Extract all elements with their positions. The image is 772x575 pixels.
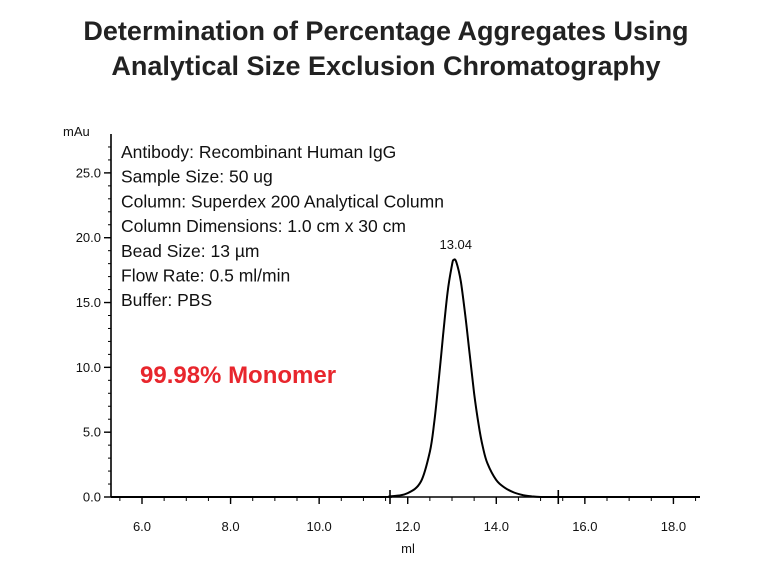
monomer-callout: 99.98% Monomer — [140, 362, 336, 389]
peak-label: 13.04 — [439, 237, 472, 252]
y-tick-label: 0.0 — [83, 490, 101, 505]
x-axis-label: ml — [401, 541, 415, 556]
series-marks — [110, 258, 701, 504]
info-line: Sample Size: 50 ug — [121, 167, 273, 187]
x-tick-label: 16.0 — [572, 519, 597, 534]
info-line: Flow Rate: 0.5 ml/min — [121, 266, 290, 286]
y-tick-label: 10.0 — [76, 360, 101, 375]
info-line: Bead Size: 13 µm — [121, 241, 260, 261]
chart-title-line-2: Analytical Size Exclusion Chromatography — [111, 51, 661, 81]
y-tick-label: 20.0 — [76, 230, 101, 245]
x-tick-label: 14.0 — [484, 519, 509, 534]
info-line: Antibody: Recombinant Human IgG — [121, 142, 396, 162]
y-tick-label: 5.0 — [83, 425, 101, 440]
y-tick-label: 15.0 — [76, 295, 101, 310]
info-line: Column Dimensions: 1.0 cm x 30 cm — [121, 216, 406, 236]
info-line: Column: Superdex 200 Analytical Column — [121, 191, 444, 211]
y-axis-label: mAu — [63, 124, 90, 139]
x-tick-label: 6.0 — [133, 519, 151, 534]
x-tick-label: 18.0 — [661, 519, 686, 534]
x-tick-label: 8.0 — [222, 519, 240, 534]
info-line: Buffer: PBS — [121, 290, 212, 310]
chart-labels: mAu ml 13.04 Antibody: Recombinant Human Ig… — [63, 124, 472, 556]
x-tick-label: 12.0 — [395, 519, 420, 534]
chart-title-line-1: Determination of Percentage Aggregates U… — [83, 16, 689, 46]
axes: 0.0 5.0 10.0 15.0 20.0 25.0 6.0 8.0 10.0 12.0 14.0… — [76, 134, 700, 534]
x-tick-label: 10.0 — [306, 519, 331, 534]
chromatogram-trace — [110, 258, 701, 499]
y-tick-label: 25.0 — [76, 165, 101, 180]
